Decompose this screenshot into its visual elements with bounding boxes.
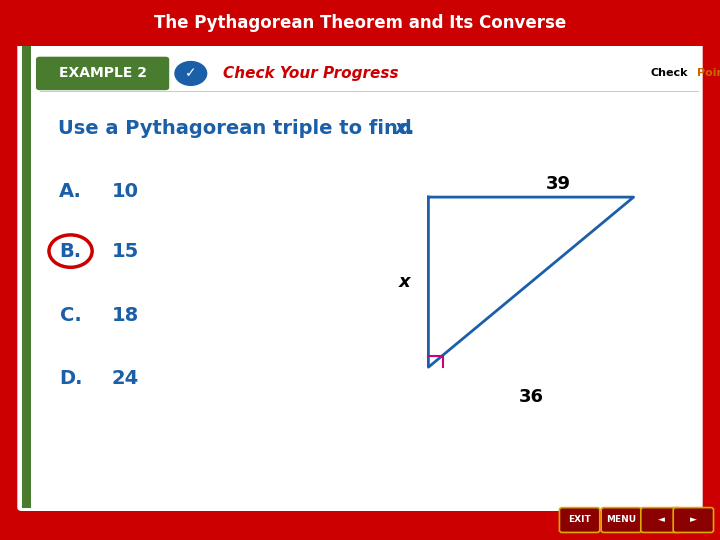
Text: Check: Check <box>650 69 688 78</box>
Text: Check Your Progress: Check Your Progress <box>223 66 399 81</box>
Text: 24: 24 <box>112 368 139 388</box>
Text: Point: Point <box>697 69 720 78</box>
Text: A.: A. <box>59 182 82 201</box>
Text: EXIT: EXIT <box>568 515 591 524</box>
FancyBboxPatch shape <box>0 0 720 46</box>
FancyBboxPatch shape <box>641 508 681 532</box>
Text: 15: 15 <box>112 241 139 261</box>
Text: 36: 36 <box>518 388 544 406</box>
Text: ◄: ◄ <box>657 515 665 524</box>
Text: ►: ► <box>690 515 697 524</box>
Text: EXAMPLE 2: EXAMPLE 2 <box>59 66 147 80</box>
Text: ✓: ✓ <box>185 66 197 80</box>
FancyBboxPatch shape <box>673 508 714 532</box>
FancyBboxPatch shape <box>601 508 642 532</box>
FancyBboxPatch shape <box>36 57 169 90</box>
Text: x: x <box>399 273 410 291</box>
FancyBboxPatch shape <box>22 46 31 508</box>
Circle shape <box>175 62 207 85</box>
Text: C.: C. <box>60 306 81 326</box>
Text: 18: 18 <box>112 306 139 326</box>
FancyBboxPatch shape <box>18 43 702 510</box>
Text: 10: 10 <box>112 182 138 201</box>
Text: The Pythagorean Theorem and Its Converse: The Pythagorean Theorem and Its Converse <box>154 14 566 32</box>
Text: Use a Pythagorean triple to find: Use a Pythagorean triple to find <box>58 119 418 138</box>
Text: B.: B. <box>60 241 81 261</box>
FancyBboxPatch shape <box>559 508 600 532</box>
Text: MENU: MENU <box>606 515 636 524</box>
Text: 39: 39 <box>546 174 571 193</box>
Text: x: x <box>395 119 408 138</box>
Text: D.: D. <box>59 368 82 388</box>
Text: .: . <box>407 119 414 138</box>
